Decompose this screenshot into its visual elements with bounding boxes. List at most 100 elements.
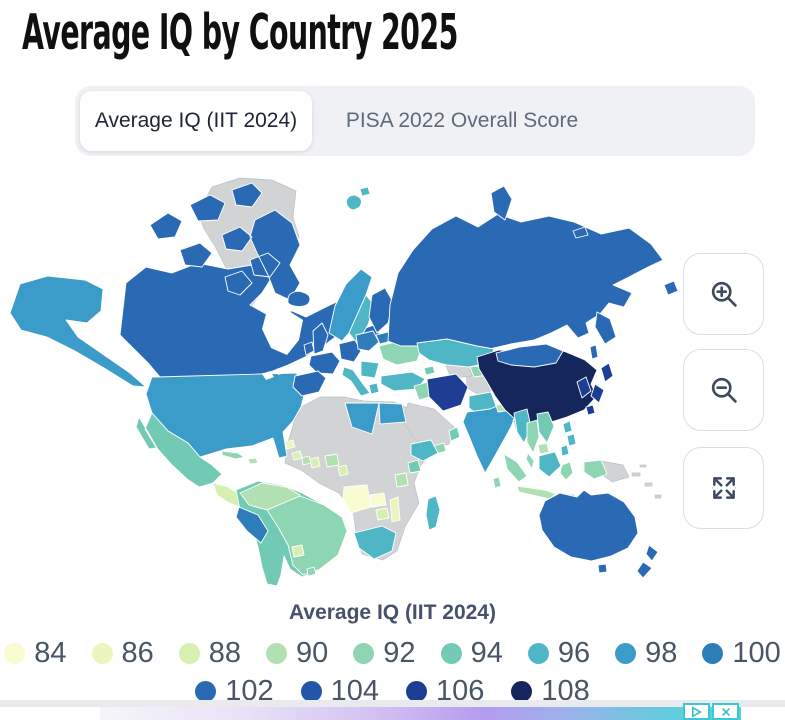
region-libya[interactable] [344, 402, 380, 435]
region-iceland[interactable] [287, 290, 311, 307]
region-ghana[interactable] [309, 456, 321, 469]
region-thailand[interactable] [525, 419, 540, 470]
ad-close-button[interactable] [712, 703, 739, 720]
region-russia[interactable] [387, 213, 664, 355]
legend-item-92: 92 [353, 637, 416, 670]
legend-row-1: 84 86 88 90 92 94 96 98 100 [0, 637, 785, 670]
region-philippines[interactable] [560, 420, 577, 457]
great-lakes [262, 367, 285, 380]
region-hispaniola[interactable] [247, 457, 259, 465]
region-paraguay[interactable] [291, 544, 305, 558]
bottom-divider-strip [0, 700, 785, 707]
tab-bar: Average IQ (IIT 2024) PISA 2022 Overall … [75, 86, 755, 156]
region-angola[interactable] [342, 484, 372, 514]
region-mozambique[interactable] [389, 496, 401, 523]
region-zimbabwe[interactable] [375, 507, 390, 521]
region-poland-baltics[interactable] [355, 330, 380, 352]
region-nigeria[interactable] [324, 453, 340, 468]
legend-label: 90 [296, 637, 329, 669]
fullscreen-button[interactable] [683, 447, 764, 529]
region-sahara-africa [284, 396, 444, 561]
legend-item-86: 86 [91, 637, 154, 670]
region-novaya-zemlya[interactable] [490, 185, 589, 239]
region-brazil[interactable] [266, 495, 348, 576]
region-south-africa[interactable] [353, 525, 397, 560]
legend-label: 88 [208, 637, 242, 669]
zoom-in-button[interactable] [683, 253, 764, 335]
fullscreen-icon [712, 477, 735, 499]
legend-item-100: 100 [702, 637, 781, 670]
region-italy[interactable] [341, 366, 371, 397]
region-cambodia[interactable] [537, 442, 550, 455]
region-greece[interactable] [368, 382, 380, 395]
legend-label: 92 [383, 637, 416, 669]
region-sri-lanka[interactable] [492, 476, 502, 489]
page-title: Average IQ by Country 2025 [22, 4, 458, 61]
region-guinea[interactable] [291, 450, 303, 461]
legend-swatch-88 [178, 643, 200, 664]
region-iberia[interactable] [292, 370, 327, 397]
world-map[interactable] [0, 165, 785, 600]
adchoices-button[interactable] [683, 703, 710, 720]
tab-pisa-score[interactable]: PISA 2022 Overall Score [345, 109, 579, 132]
region-laos-vietnam[interactable] [536, 411, 555, 444]
region-senegal[interactable] [284, 439, 296, 450]
region-sulawesi[interactable] [559, 461, 574, 481]
zoom-out-button[interactable] [683, 349, 764, 431]
legend-item-96: 96 [527, 637, 591, 670]
adchoices-icon [691, 705, 702, 718]
region-cameroon[interactable] [337, 464, 349, 477]
region-kamchatka[interactable] [589, 311, 617, 360]
legend-label: 96 [557, 637, 591, 669]
close-icon [721, 707, 730, 716]
region-chukotka-tip[interactable] [663, 280, 679, 296]
region-alaska[interactable] [9, 275, 147, 388]
legend-item-94: 94 [440, 637, 503, 670]
region-germany-central-europe[interactable] [338, 339, 362, 363]
region-svalbard[interactable] [345, 186, 371, 211]
region-tasmania[interactable] [597, 563, 608, 574]
legend-swatch-100 [702, 643, 724, 664]
region-ethiopia[interactable] [410, 439, 439, 462]
region-new-zealand[interactable] [636, 544, 659, 579]
region-borneo[interactable] [538, 451, 562, 478]
hudson-bay [262, 311, 303, 355]
region-japan[interactable] [585, 362, 614, 416]
legend-title: Average IQ (IIT 2024) [289, 601, 496, 624]
region-peru[interactable] [235, 506, 269, 544]
legend-item-88: 88 [178, 637, 242, 670]
ad-controls [683, 703, 739, 720]
region-tanzania[interactable] [394, 472, 409, 488]
tab-average-iq[interactable]: Average IQ (IIT 2024) [80, 91, 312, 151]
region-australia[interactable] [538, 489, 639, 562]
ad-banner[interactable] [100, 707, 741, 720]
region-iran[interactable] [426, 373, 469, 412]
region-uruguay[interactable] [306, 566, 317, 577]
legend-swatch-84 [4, 643, 26, 664]
region-caucasus[interactable] [423, 365, 436, 376]
region-cuba[interactable] [221, 450, 245, 460]
region-zambia[interactable] [369, 492, 387, 508]
legend-item-98: 98 [615, 637, 677, 670]
region-mongolia[interactable] [495, 343, 564, 368]
region-west-papua[interactable] [583, 459, 608, 480]
region-canada-arctic-islands[interactable] [149, 182, 301, 301]
region-java[interactable] [516, 485, 557, 500]
region-finland[interactable] [368, 287, 394, 334]
region-madagascar[interactable] [425, 495, 441, 531]
region-south-korea[interactable] [576, 376, 592, 399]
legend-label: 100 [732, 637, 781, 669]
region-usa[interactable] [145, 372, 307, 459]
region-sumatra[interactable] [503, 453, 528, 483]
legend-label: 94 [470, 637, 503, 669]
region-ivory-coast[interactable] [301, 455, 312, 466]
region-france[interactable] [308, 351, 341, 375]
legend-swatch-86 [91, 643, 113, 664]
region-ireland[interactable] [303, 341, 315, 356]
region-norway[interactable] [328, 268, 373, 342]
region-romania-balkans[interactable] [360, 360, 380, 379]
region-kenya[interactable] [407, 459, 422, 474]
legend-swatch-96 [527, 643, 549, 664]
region-egypt[interactable] [378, 402, 407, 425]
region-oman[interactable] [448, 426, 461, 442]
